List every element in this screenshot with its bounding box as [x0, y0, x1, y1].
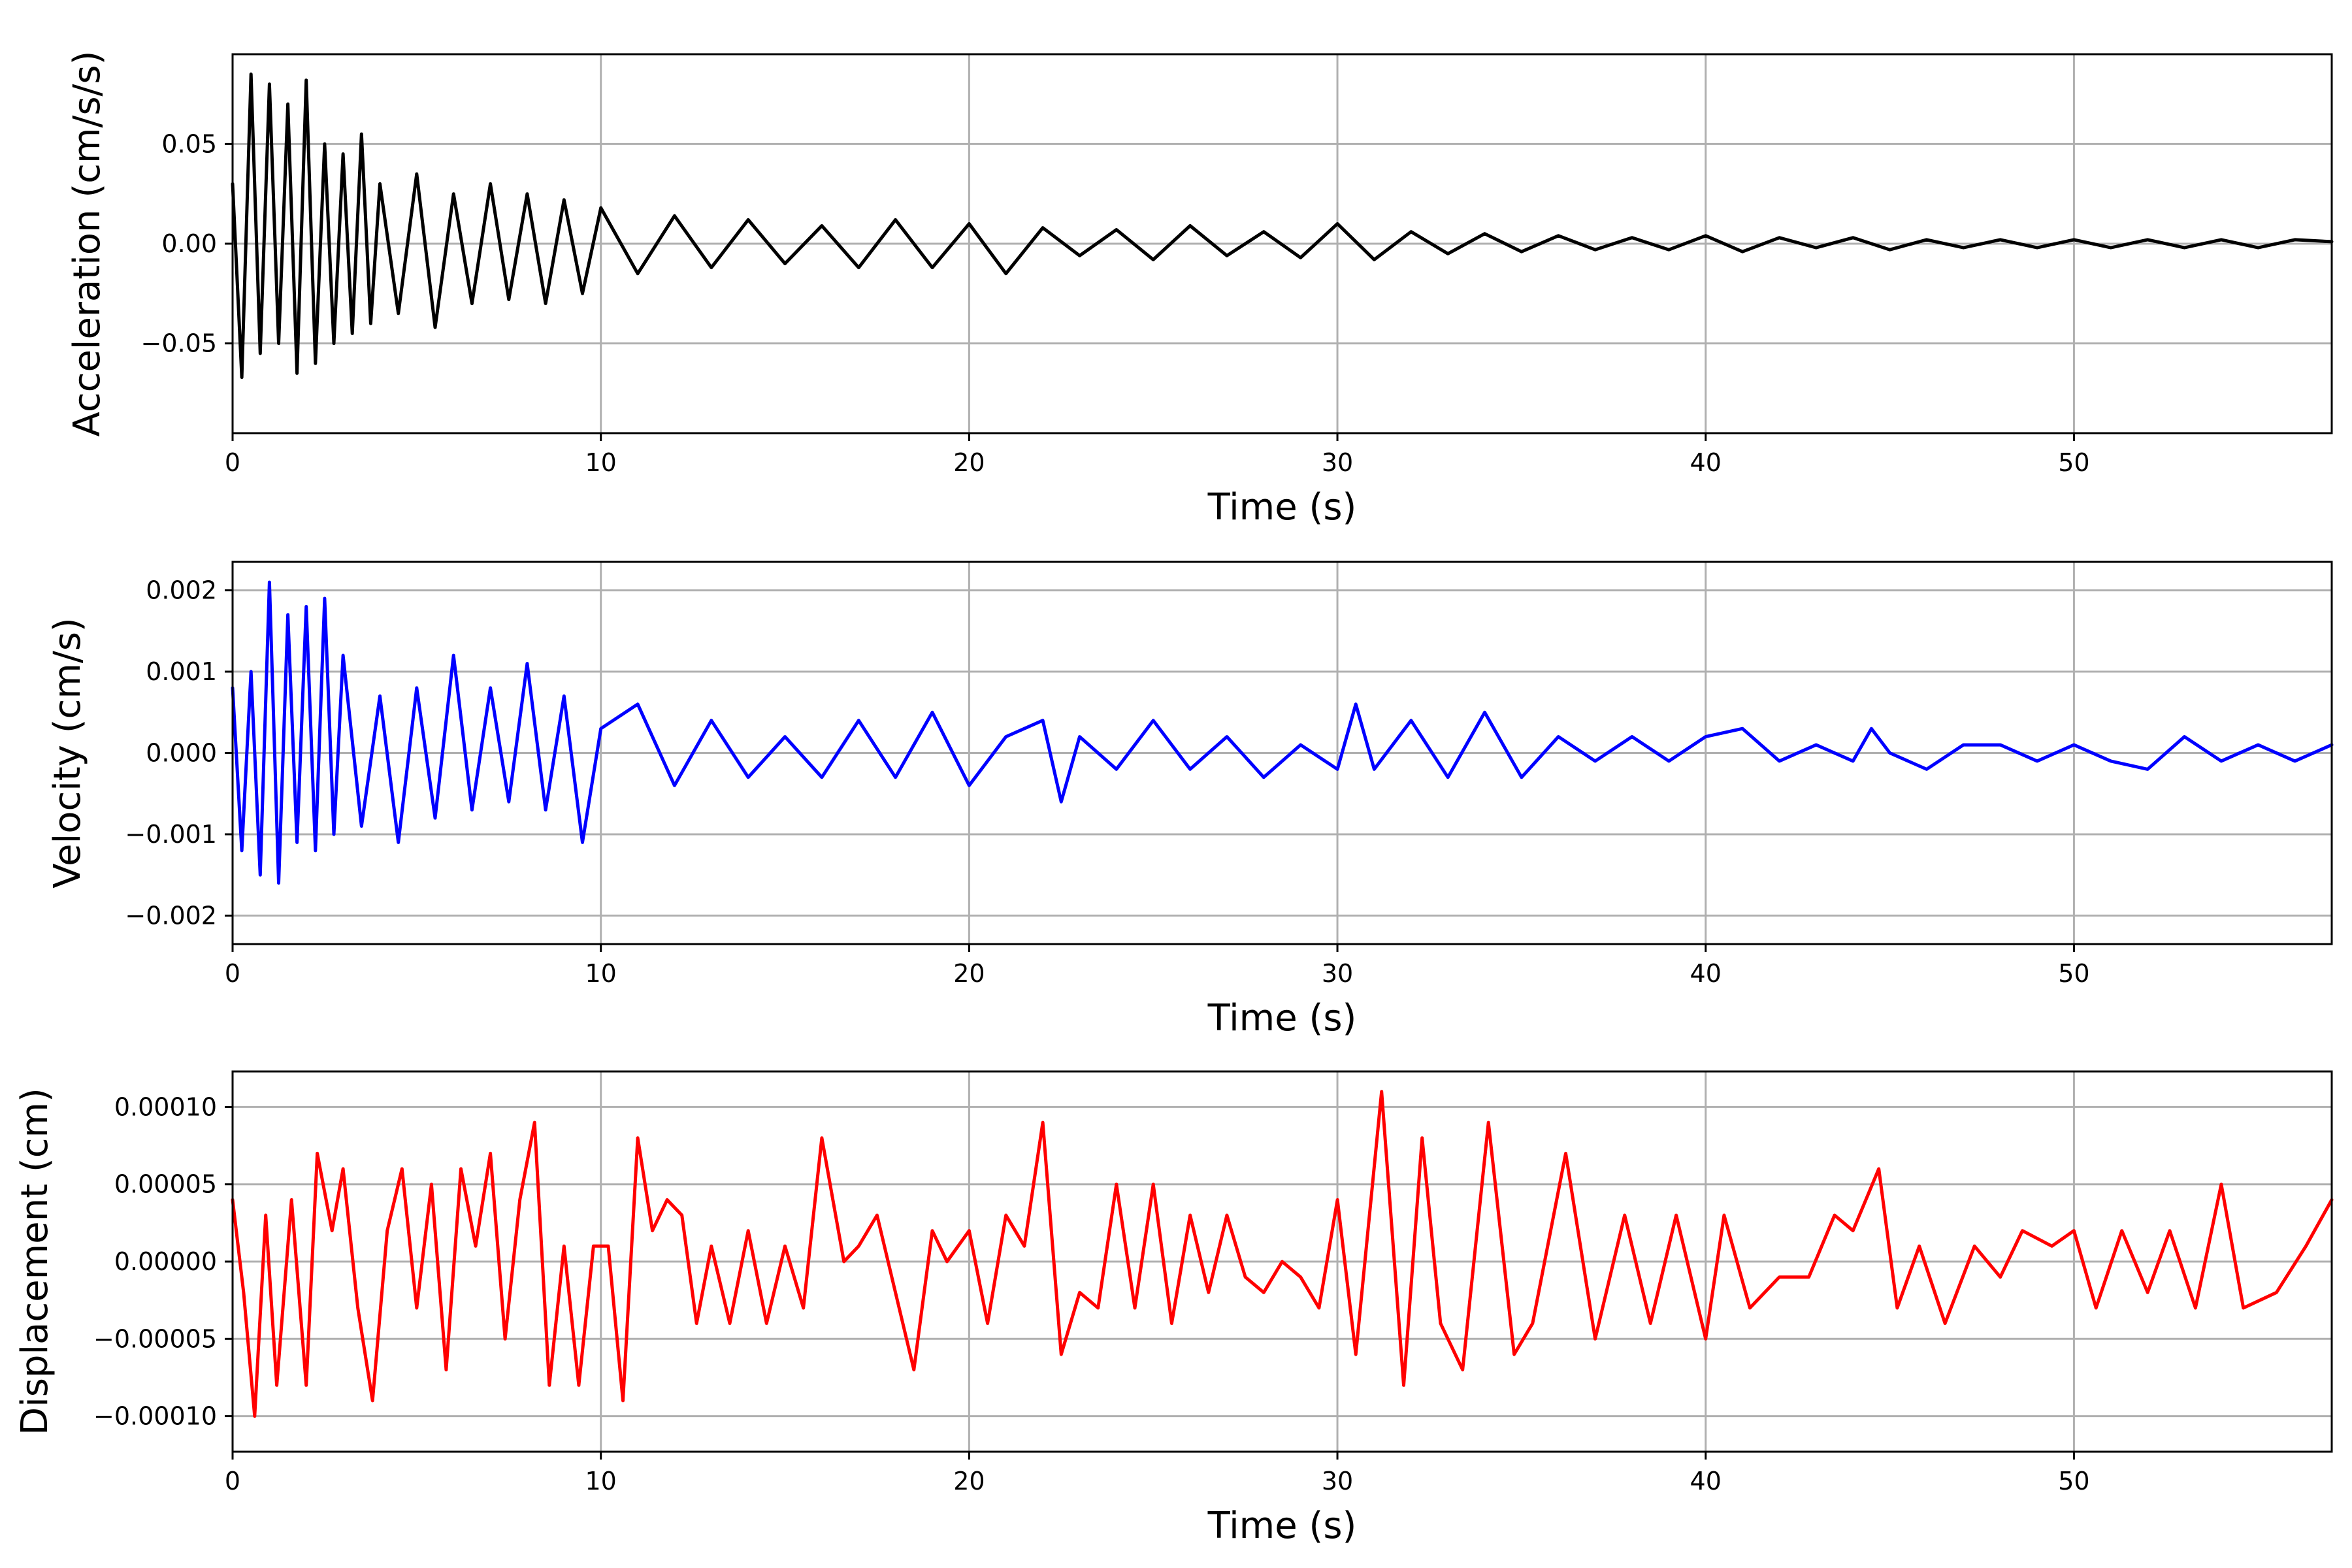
displacement-y-tick-label-4: −0.00010	[93, 1402, 217, 1431]
velocity-y-axis-label: Velocity (cm/s)	[46, 617, 89, 889]
displacement-x-tick-label-0: 0	[225, 1467, 240, 1495]
acceleration-panel: 0 10 20 30 40 50 0.05 0.00 −0.05 Time (s) Accele…	[66, 51, 2334, 529]
acceleration-x-tick-label-3: 30	[1322, 448, 1353, 477]
velocity-y-tick-label-1: 0.001	[146, 657, 217, 686]
displacement-x-tick-label-5: 50	[2058, 1467, 2089, 1495]
displacement-x-axis-label: Time (s)	[1207, 1505, 1357, 1547]
velocity-x-tick-label-2: 20	[953, 959, 985, 988]
velocity-x-tick-label-4: 40	[1690, 959, 1722, 988]
acceleration-ticks: 0 10 20 30 40 50 0.05 0.00 −0.05	[141, 129, 2090, 477]
displacement-x-tick-label-1: 10	[585, 1467, 617, 1495]
velocity-y-tick-label-0: 0.002	[146, 576, 217, 605]
displacement-x-tick-label-4: 40	[1690, 1467, 1722, 1495]
displacement-y-axis-label: Displacement (cm)	[14, 1088, 56, 1435]
displacement-plot	[231, 1090, 2334, 1418]
displacement-x-tick-label-3: 30	[1322, 1467, 1353, 1495]
acceleration-y-tick-label-0: 0.05	[161, 129, 217, 158]
acceleration-x-tick-label-0: 0	[225, 448, 240, 477]
velocity-x-tick-label-0: 0	[225, 959, 240, 988]
velocity-x-tick-label-5: 50	[2058, 959, 2089, 988]
acceleration-series-line	[231, 73, 2334, 379]
acceleration-x-tick-label-2: 20	[953, 448, 985, 477]
displacement-y-tick-label-1: 0.00005	[114, 1170, 217, 1199]
displacement-y-tick-label-0: 0.00010	[114, 1092, 217, 1121]
displacement-y-tick-label-3: −0.00005	[93, 1324, 217, 1353]
velocity-y-tick-label-3: −0.001	[125, 820, 217, 849]
displacement-x-tick-label-2: 20	[953, 1467, 985, 1495]
displacement-series-line	[231, 1090, 2334, 1418]
acceleration-plot	[231, 73, 2334, 379]
velocity-x-tick-label-1: 10	[585, 959, 617, 988]
velocity-x-tick-label-3: 30	[1322, 959, 1353, 988]
velocity-y-tick-label-2: 0.000	[146, 739, 217, 768]
acceleration-x-tick-label-5: 50	[2058, 448, 2089, 477]
velocity-series-line	[231, 580, 2334, 885]
displacement-y-tick-label-2: 0.00000	[114, 1247, 217, 1276]
acceleration-x-axis-label: Time (s)	[1207, 486, 1357, 529]
acceleration-y-tick-label-1: 0.00	[161, 229, 217, 258]
acceleration-x-tick-label-1: 10	[585, 448, 617, 477]
acceleration-x-tick-label-4: 40	[1690, 448, 1722, 477]
acceleration-y-tick-label-2: −0.05	[141, 329, 217, 358]
velocity-panel: 0 10 20 30 40 50 0.002 0.001 0.000 −0.001 −0.002 T…	[46, 561, 2334, 1039]
velocity-grid	[231, 562, 2332, 944]
velocity-x-axis-label: Time (s)	[1207, 997, 1357, 1039]
velocity-ticks: 0 10 20 30 40 50 0.002 0.001 0.000 −0.001 −0.002	[125, 576, 2089, 988]
acceleration-y-axis-label: Acceleration (cm/s/s)	[66, 51, 108, 437]
velocity-y-tick-label-4: −0.002	[125, 901, 217, 930]
displacement-panel: 0 10 20 30 40 50 0.00010 0.00005 0.00000 −0.00005…	[14, 1070, 2334, 1547]
velocity-plot	[231, 580, 2334, 885]
displacement-ticks: 0 10 20 30 40 50 0.00010 0.00005 0.00000 −0.00005…	[93, 1092, 2090, 1495]
